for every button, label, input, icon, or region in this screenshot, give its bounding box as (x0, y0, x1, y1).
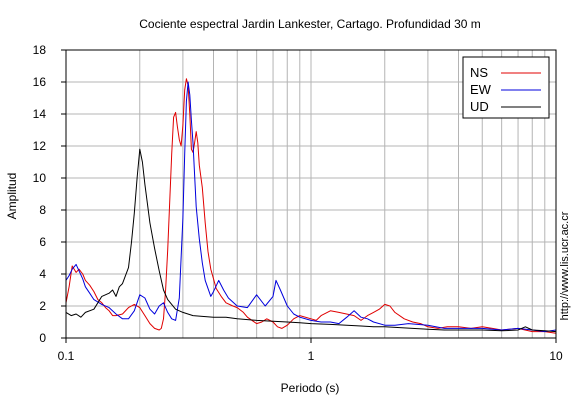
x-tick-label: 0.1 (58, 349, 75, 363)
series-line-ns (65, 78, 557, 334)
x-ticks: 0.1 1 10 (58, 338, 563, 363)
legend-box (462, 56, 550, 119)
series-line-ew (65, 81, 557, 333)
y-tick-label: 10 (33, 171, 47, 185)
y-tick-label: 14 (33, 107, 47, 121)
series-line-ud (65, 148, 557, 333)
legend-label-ns: NS (470, 65, 488, 80)
y-tick-label: 2 (39, 299, 46, 313)
legend-label-ud: UD (470, 99, 489, 114)
y-axis-label: Amplitud (5, 173, 19, 220)
y-tick-label: 8 (39, 203, 46, 217)
chart-title: Cociente espectral Jardin Lankester, Car… (139, 17, 481, 31)
y-ticks: 0 2 4 6 8 10 12 14 16 18 (33, 43, 66, 345)
y-tick-label: 6 (39, 235, 46, 249)
legend-label-ew: EW (470, 82, 492, 97)
grid (66, 50, 556, 338)
y-tick-label: 0 (39, 331, 46, 345)
y-tick-label: 4 (39, 267, 46, 281)
y-tick-label: 18 (33, 43, 47, 57)
x-tick-label: 1 (308, 349, 315, 363)
y-tick-label: 12 (33, 139, 47, 153)
source-url: http://www.lis.ucr.ac.cr (559, 211, 571, 320)
y-tick-label: 16 (33, 75, 47, 89)
x-tick-label: 10 (549, 349, 563, 363)
x-axis-label: Periodo (s) (281, 381, 340, 395)
legend: NS EW UD (462, 56, 550, 119)
series-group (65, 78, 557, 334)
